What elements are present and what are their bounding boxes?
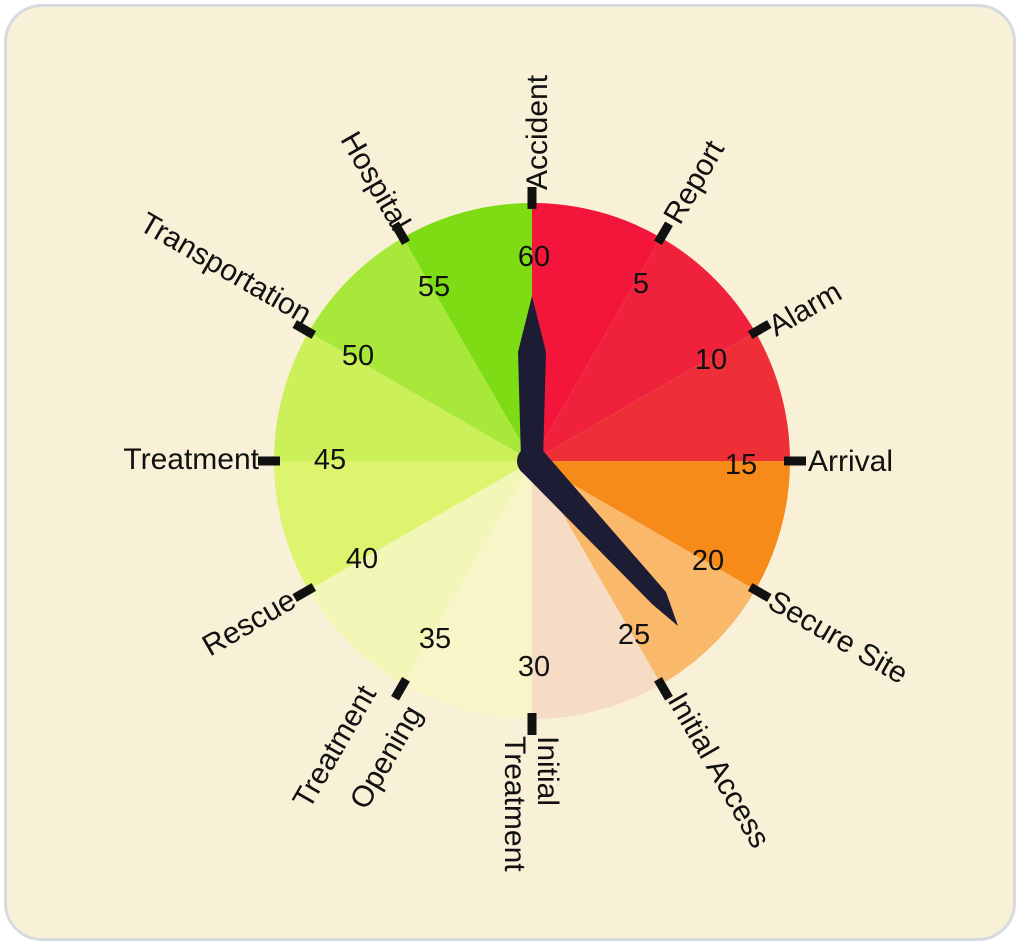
tick-55 (391, 221, 410, 246)
tick-35 (391, 676, 410, 701)
number-45: 45 (314, 444, 346, 476)
label-initial-treatment-line2: Treatment (498, 736, 531, 872)
tick-20 (747, 583, 772, 602)
sector-10 (532, 237, 756, 461)
number-30: 30 (518, 651, 550, 683)
label-arrival: Arrival (808, 445, 893, 478)
label-rescue: Rescue (197, 583, 302, 662)
number-55: 55 (418, 271, 450, 303)
sector-35 (403, 461, 532, 719)
hour-hand (518, 296, 546, 460)
label-alarm: Alarm (763, 275, 847, 343)
sector-30 (532, 461, 661, 719)
sector-15 (532, 332, 790, 461)
number-5: 5 (633, 268, 649, 300)
sector-60 (403, 203, 532, 461)
sector-55 (308, 237, 532, 461)
tick-10 (747, 320, 772, 339)
number-40: 40 (346, 543, 378, 575)
tick-50 (292, 320, 317, 339)
label-accident: Accident (521, 74, 554, 190)
clock-hands (517, 296, 678, 626)
number-10: 10 (695, 344, 727, 376)
tick-5 (654, 221, 673, 246)
sector-45 (274, 461, 532, 590)
sector-40 (308, 461, 532, 685)
label-report: Report (657, 134, 731, 229)
sector-5 (532, 203, 661, 461)
minute-hand (520, 452, 678, 626)
label-transportation: Transportation (134, 206, 317, 331)
number-25: 25 (618, 619, 650, 651)
label-initial-access: Initial Access (661, 687, 776, 854)
sector-50 (274, 332, 532, 461)
number-35: 35 (419, 623, 451, 655)
sector-20 (532, 461, 790, 590)
hand-pivot (517, 446, 547, 476)
tick-40 (292, 583, 317, 602)
label-treatment: Treatment (123, 443, 259, 476)
number-50: 50 (342, 340, 374, 372)
label-secure-site: Secure Site (763, 584, 914, 690)
label-hospital: Hospital (334, 126, 417, 236)
clock-sectors (274, 203, 790, 719)
number-20: 20 (692, 545, 724, 577)
clock-ticks (258, 187, 806, 735)
tick-25 (654, 676, 673, 701)
number-15: 15 (725, 449, 757, 481)
label-initial-treatment-line1: Initial (531, 736, 564, 806)
number-60: 60 (518, 241, 550, 273)
